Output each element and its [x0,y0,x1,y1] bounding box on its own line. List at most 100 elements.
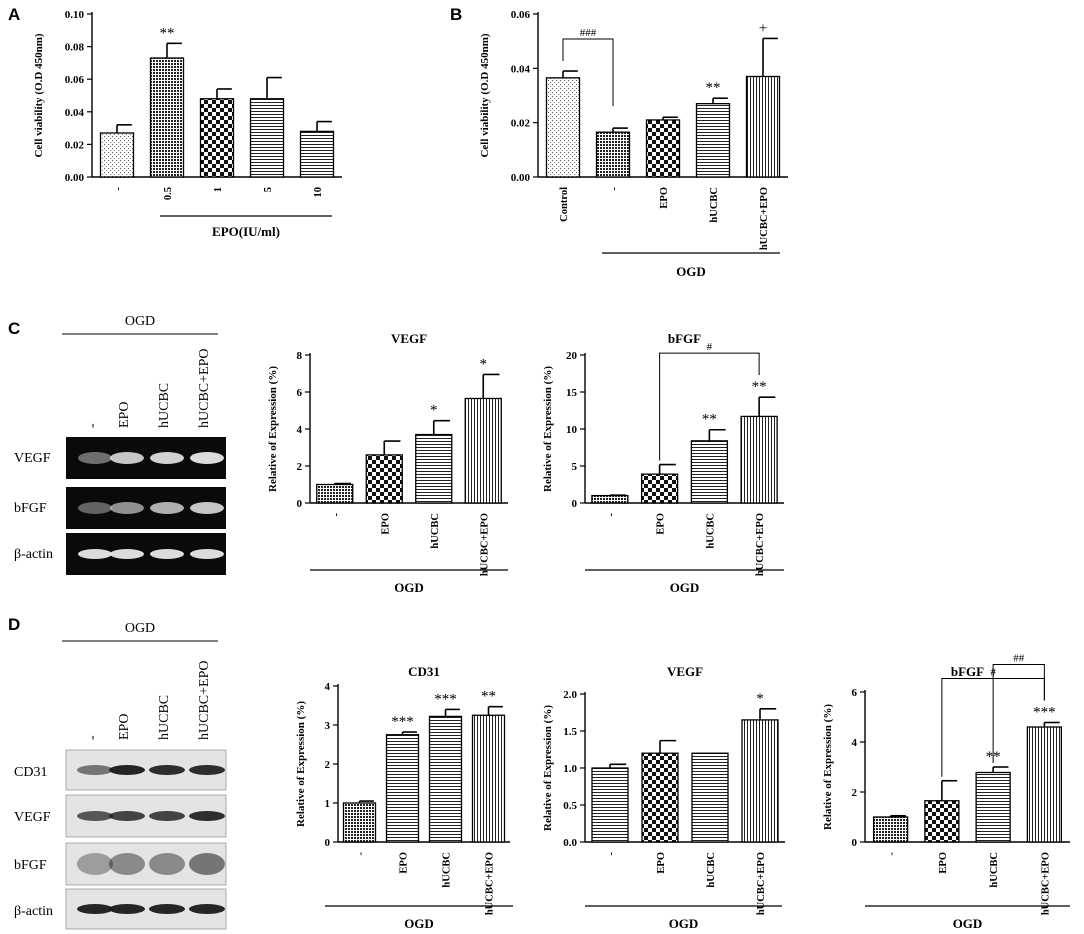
y-tick-label: 2 [325,759,331,771]
blot-band [109,765,145,775]
bar [1026,726,1063,843]
y-axis-label: Cell viability (O.D 450nm) [33,33,45,157]
significance-label: ** [702,412,717,428]
y-tick-label: 1 [325,798,331,810]
y-tick-label: 20 [566,350,578,362]
y-tick-label: 6 [852,687,858,699]
bar [299,130,335,178]
blot-lane-label: EPO [117,714,132,740]
x-tick-label: 5 [263,187,274,192]
bracket-label: # [707,341,713,353]
y-tick-label: 5 [572,461,578,473]
blot-band [109,853,145,875]
y-tick-label: 0 [572,498,578,510]
chart-d-bfgf: bFGF 0 2 4 6 Relative of Expression (%) - EPO **… [822,653,1070,931]
bar [975,771,1011,843]
gel-band [150,452,184,464]
x-tick-label: hUCBC [442,852,453,888]
y-tick-label: 0 [297,498,303,510]
gel-band [190,549,224,559]
significance-label: ** [481,689,496,705]
y-tick-label: 0.00 [511,172,531,184]
bracket-label: ### [580,27,597,39]
x-tick-label: hUCBC [989,852,1000,888]
significance-bracket [562,38,614,107]
gel-band [110,452,144,464]
chart-a-cell-viability-epo: 0.00 0.02 0.04 0.06 0.08 0.10 Cell viability (… [33,9,342,239]
chart-title: CD31 [408,664,440,679]
bar [342,802,377,843]
blot-band [109,904,145,914]
y-axis-label: Relative of Expression (%) [295,701,307,827]
gel-panel-c: OGD - EPO hUCBC hUCBC+EPO VEGF bFGF β-actin [14,314,226,575]
blot-lane-label: hUCBC+EPO [197,661,212,740]
y-tick-label: 0.10 [65,9,85,21]
y-axis-label: Cell viability (O.D 450nm) [479,33,491,157]
y-tick-label: 2.0 [563,689,577,701]
y-axis-label: Relative of Expression (%) [822,704,834,830]
bar [641,752,679,843]
y-tick-label: 15 [566,387,578,399]
blot-band [149,853,185,875]
significance-bracket [659,352,760,461]
y-tick-label: 1.5 [563,726,577,738]
significance-bracket [992,664,1045,763]
blot-lane-label: - [85,735,100,740]
y-tick-label: 2 [852,787,858,799]
y-tick-label: 0.00 [65,172,85,184]
chart-d-vegf: VEGF 0.0 0.5 1.0 1.5 2.0 Relative of Expressio… [542,664,785,931]
chart-c-bfgf: bFGF 0 5 10 15 20 Relative of Expression (%) - E… [542,331,784,595]
gel-row-label: β-actin [14,547,53,562]
bar [249,98,285,178]
gel-band [78,452,112,464]
x-axis-label: OGD [676,264,706,279]
y-tick-label: 0.04 [511,63,531,75]
chart-title: bFGF [668,331,701,346]
bar [385,734,420,843]
bar [149,57,185,178]
blot-d-ogd-header: OGD [125,621,155,636]
bar [924,800,960,843]
x-tick-label: Control [559,187,570,222]
bar [428,715,463,843]
blot-band [77,853,113,875]
chart-c-vegf: VEGF 0 2 4 6 8 Relative of Expression (%) - EPO *… [267,331,508,595]
x-axis-label: OGD [394,580,424,595]
chart-title: VEGF [667,664,703,679]
y-tick-label: 0.06 [511,9,531,21]
significance-label: * [430,403,438,419]
y-tick-label: 1.0 [563,763,577,775]
chart-b-cell-viability-ogd: 0.00 0.02 0.04 0.06 Cell viability (O.D 450n… [479,9,788,279]
x-axis-label: OGD [669,916,699,931]
x-tick-label: EPO [656,852,667,874]
gel-lane-label: - [85,423,100,428]
gel-c-ogd-header: OGD [125,314,155,329]
panel-letter-c: C [8,319,20,338]
blot-row-label: CD31 [14,765,47,780]
x-tick-label: hUCBC+EPO [759,187,770,250]
gel-lane-label: hUCBC [157,383,172,428]
x-tick-label: hUCBC+EPO [1040,852,1051,915]
bracket-label: ## [1013,653,1025,665]
gel-row-label: bFGF [14,501,47,516]
blot-row-label: bFGF [14,858,47,873]
gel-band [190,502,224,514]
significance-label: ** [706,80,721,96]
x-tick-label: hUCBC [705,513,716,549]
bar [695,103,731,178]
y-tick-label: 0.5 [563,800,577,812]
x-tick-label: hUCBC+EPO [755,513,766,576]
x-tick-label: 1 [213,187,224,192]
gel-band [150,502,184,514]
y-tick-label: 10 [566,424,578,436]
bar [464,397,502,504]
x-tick-label: hUCBC+EPO [756,852,767,915]
x-tick-label: - [113,187,124,191]
blot-band [189,904,225,914]
gel-band [110,502,144,514]
bar [872,816,909,843]
x-axis-label: OGD [670,580,700,595]
bar [645,119,681,178]
x-axis-label: OGD [953,916,983,931]
x-tick-label: EPO [380,513,391,535]
